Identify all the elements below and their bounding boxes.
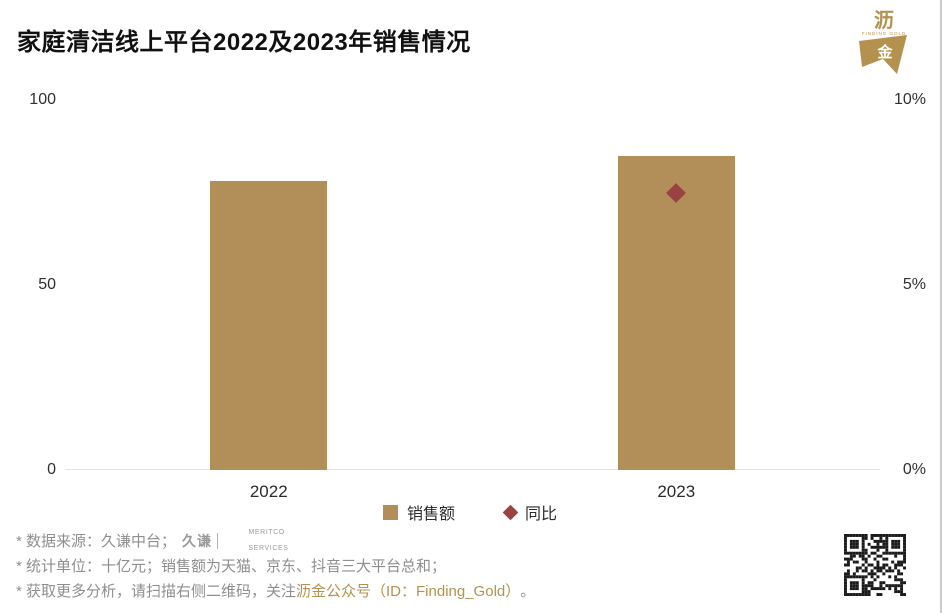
right-axis-tick-10pct: 10% xyxy=(893,91,926,108)
plot-area: 2022 2023 xyxy=(65,100,880,501)
x-axis-line xyxy=(65,469,880,470)
legend-marker-yoy xyxy=(502,504,519,520)
footnotes: * 数据来源：久谦中台； 久谦 MERITCO SERVICES * 统计单位：… xyxy=(16,528,535,603)
x-label-2023: 2023 xyxy=(657,482,696,501)
footnote-line-1: * 数据来源：久谦中台； 久谦 MERITCO SERVICES xyxy=(16,528,535,553)
bar-2022 xyxy=(210,181,327,470)
footnote-source-text: * 数据来源：久谦中台； xyxy=(16,533,177,550)
logo-tagline: FINDING GOLD xyxy=(862,31,907,36)
bar-2023 xyxy=(617,155,735,470)
footnote-period: 。 xyxy=(520,583,536,600)
footnote-line-3: * 获取更多分析，请扫描右侧二维码，关注 沥金公众号（ID：Finding_Go… xyxy=(16,578,535,603)
right-axis-tick-5pct: 5% xyxy=(902,276,926,293)
meritco-logo: 久谦 MERITCO SERVICES xyxy=(182,521,289,561)
chart-title: 家庭清洁线上平台2022及2023年销售情况 xyxy=(17,29,471,56)
left-axis-tick-0: 0 xyxy=(47,461,56,478)
qr-code xyxy=(844,534,906,596)
gongzhonghao-link[interactable]: 沥金公众号（ID：Finding_Gold） xyxy=(296,583,521,600)
legend-item-sales: 销售额 xyxy=(382,500,455,524)
logo-arrow-shape xyxy=(859,35,907,74)
legend-label-sales: 销售额 xyxy=(406,506,455,523)
meritco-logo-en: MERITCO SERVICES xyxy=(223,521,289,561)
logo-char-top: 沥 xyxy=(874,9,894,32)
meritco-logo-cn: 久谦 xyxy=(182,532,213,549)
meritco-logo-en-line1: MERITCO xyxy=(248,528,285,536)
legend-item-yoy: 同比 xyxy=(502,500,558,524)
legend-marker-sales xyxy=(382,504,398,520)
meritco-logo-divider xyxy=(217,532,219,549)
chart-legend: 销售额 同比 xyxy=(0,500,940,524)
meritco-logo-en-line2: SERVICES xyxy=(248,544,289,552)
left-axis-tick-50: 50 xyxy=(38,276,56,293)
lijin-logo: 沥 FINDING GOLD 金 xyxy=(850,6,916,78)
footnote-more-text: * 获取更多分析，请扫描右侧二维码，关注 xyxy=(16,583,297,600)
lijin-logo-icon: 沥 FINDING GOLD 金 xyxy=(859,9,907,74)
x-label-2022: 2022 xyxy=(249,482,288,501)
left-axis-tick-100: 100 xyxy=(29,91,56,108)
legend-label-yoy: 同比 xyxy=(525,506,558,523)
logo-char-bottom: 金 xyxy=(876,43,893,61)
right-axis-tick-0pct: 0% xyxy=(902,461,926,478)
footnote-unit-text: * 统计单位：十亿元；销售额为天猫、京东、抖音三大平台总和； xyxy=(16,558,447,575)
footnote-line-2: * 统计单位：十亿元；销售额为天猫、京东、抖音三大平台总和； xyxy=(16,553,535,578)
